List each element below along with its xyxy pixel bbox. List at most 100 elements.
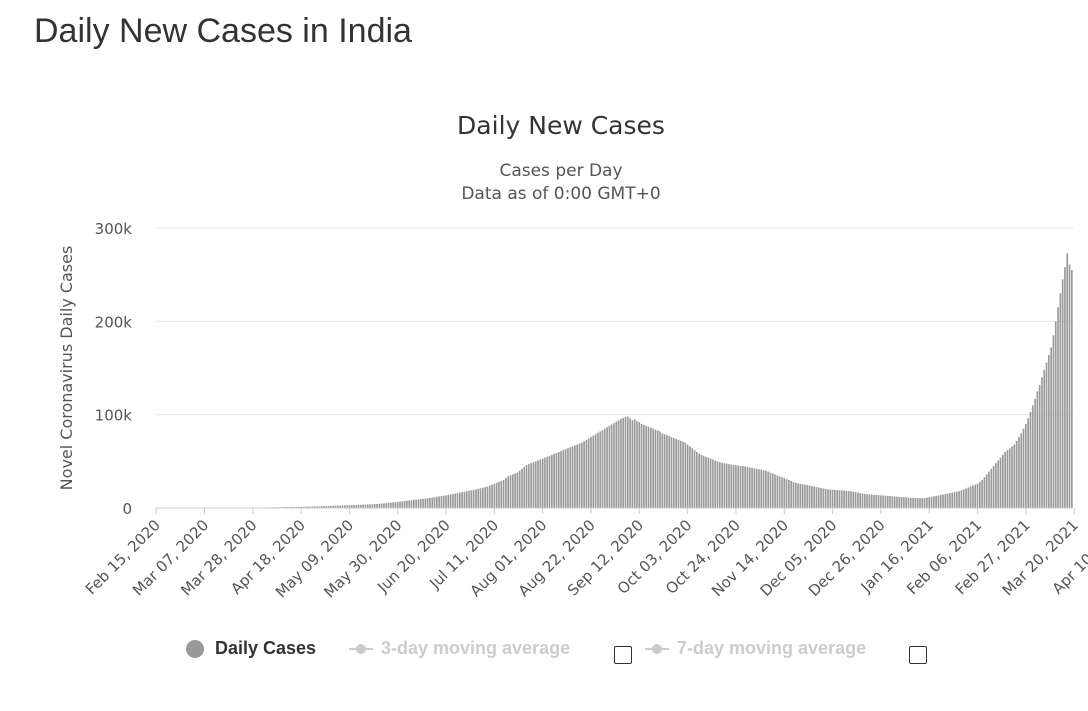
data-bar[interactable]	[583, 441, 585, 508]
data-bar[interactable]	[502, 480, 505, 508]
data-bar[interactable]	[620, 418, 622, 508]
data-bar[interactable]	[1054, 321, 1057, 508]
data-bar[interactable]	[571, 446, 574, 508]
data-bar[interactable]	[985, 474, 988, 508]
data-bar[interactable]	[645, 425, 648, 508]
data-bar[interactable]	[484, 487, 486, 508]
data-bar[interactable]	[463, 491, 466, 508]
data-bar[interactable]	[327, 505, 330, 508]
data-bar[interactable]	[555, 452, 558, 508]
data-bar[interactable]	[323, 506, 325, 508]
data-bar[interactable]	[659, 431, 661, 508]
data-bar[interactable]	[995, 463, 997, 508]
data-bar[interactable]	[307, 506, 309, 508]
data-bar[interactable]	[332, 505, 335, 508]
data-bar[interactable]	[753, 468, 756, 508]
data-bar[interactable]	[472, 489, 475, 508]
data-bar[interactable]	[707, 457, 710, 508]
data-bar[interactable]	[468, 490, 470, 508]
data-bar[interactable]	[364, 504, 367, 508]
data-bar[interactable]	[695, 452, 698, 508]
data-bar[interactable]	[597, 432, 599, 508]
data-bar[interactable]	[672, 438, 675, 508]
data-bar[interactable]	[854, 492, 857, 508]
data-bar[interactable]	[781, 477, 783, 508]
data-bar[interactable]	[935, 495, 937, 508]
data-bar[interactable]	[585, 439, 588, 508]
data-bar[interactable]	[424, 498, 427, 508]
data-bar[interactable]	[689, 446, 691, 508]
data-bar[interactable]	[760, 469, 763, 508]
data-bar[interactable]	[955, 491, 958, 508]
data-bar[interactable]	[459, 492, 461, 508]
data-bar[interactable]	[686, 444, 689, 508]
data-bar[interactable]	[1018, 437, 1020, 508]
data-bar[interactable]	[799, 483, 802, 508]
data-bar[interactable]	[528, 464, 530, 508]
data-bar[interactable]	[716, 461, 719, 508]
data-bar[interactable]	[394, 502, 397, 508]
data-bar[interactable]	[806, 485, 809, 508]
data-bar[interactable]	[857, 492, 859, 508]
data-bar[interactable]	[923, 498, 926, 508]
data-bar[interactable]	[719, 462, 721, 508]
data-bar[interactable]	[399, 501, 401, 508]
data-bar[interactable]	[744, 466, 746, 508]
data-bar[interactable]	[919, 498, 921, 508]
data-bar[interactable]	[1022, 428, 1025, 508]
data-bar[interactable]	[808, 485, 811, 508]
data-bar[interactable]	[357, 504, 360, 508]
data-bar[interactable]	[353, 505, 355, 508]
data-bar[interactable]	[366, 504, 369, 508]
data-bar[interactable]	[870, 494, 873, 508]
data-bar[interactable]	[949, 493, 951, 508]
data-bar[interactable]	[617, 420, 620, 508]
data-bar[interactable]	[1041, 377, 1043, 508]
data-bar[interactable]	[866, 494, 868, 508]
data-bar[interactable]	[348, 505, 351, 508]
data-bar[interactable]	[373, 504, 376, 508]
data-bar[interactable]	[355, 504, 358, 508]
data-bar[interactable]	[778, 476, 781, 508]
data-bar[interactable]	[730, 464, 733, 508]
data-bar[interactable]	[735, 465, 737, 508]
data-bar[interactable]	[974, 484, 977, 508]
data-bar[interactable]	[318, 506, 321, 508]
data-bar[interactable]	[797, 483, 799, 508]
data-bar[interactable]	[539, 459, 542, 508]
data-bar[interactable]	[663, 434, 666, 508]
data-bar[interactable]	[962, 489, 965, 508]
data-bar[interactable]	[670, 437, 673, 508]
data-bar[interactable]	[783, 478, 786, 508]
data-bar[interactable]	[1068, 264, 1071, 508]
data-bar[interactable]	[737, 465, 740, 508]
data-bar[interactable]	[419, 499, 422, 508]
data-bar[interactable]	[684, 442, 687, 508]
data-bar[interactable]	[863, 494, 866, 508]
data-bar[interactable]	[755, 468, 758, 508]
data-bar[interactable]	[905, 497, 908, 508]
data-bar[interactable]	[900, 496, 903, 508]
data-bar[interactable]	[976, 483, 979, 508]
data-bar[interactable]	[615, 421, 618, 508]
data-bar[interactable]	[845, 490, 848, 508]
data-bar[interactable]	[410, 500, 413, 508]
data-bar[interactable]	[838, 490, 841, 508]
data-bar[interactable]	[643, 424, 645, 508]
data-bar[interactable]	[330, 505, 332, 508]
data-bar[interactable]	[560, 451, 562, 508]
data-bar[interactable]	[677, 439, 680, 508]
data-bar[interactable]	[831, 489, 834, 508]
data-bar[interactable]	[647, 426, 650, 508]
data-bar[interactable]	[369, 504, 371, 508]
data-bar[interactable]	[767, 471, 769, 508]
data-bar[interactable]	[654, 429, 657, 508]
data-bar[interactable]	[378, 503, 381, 508]
data-bar[interactable]	[518, 470, 521, 508]
data-bar[interactable]	[569, 447, 572, 508]
data-bar[interactable]	[765, 470, 767, 508]
data-bar[interactable]	[360, 504, 362, 508]
data-bar[interactable]	[960, 490, 963, 508]
data-bar[interactable]	[742, 466, 744, 508]
data-bar[interactable]	[953, 492, 956, 508]
